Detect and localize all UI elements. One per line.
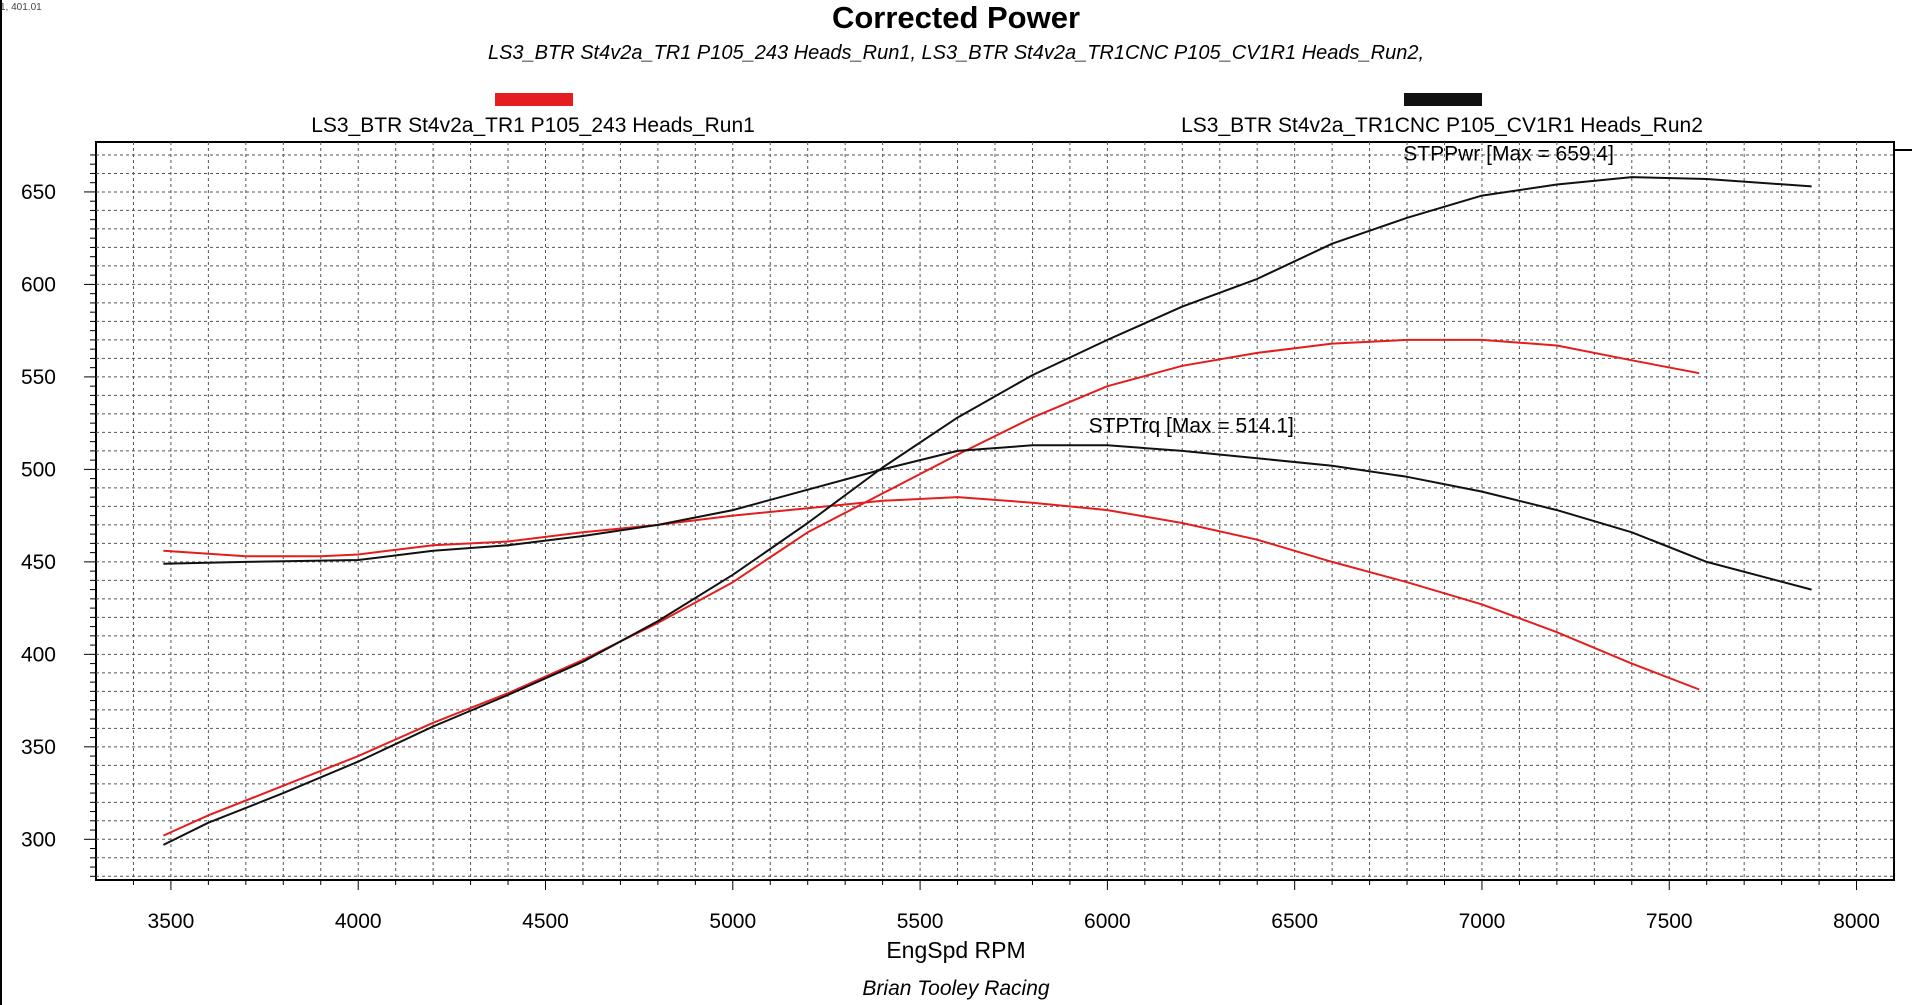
y-axis: 300 350 400 450 500 550 600 650 xyxy=(21,181,56,851)
series-line-3 xyxy=(162,176,1812,846)
series-layer xyxy=(162,176,1812,846)
x-tick-label: 6500 xyxy=(1271,910,1318,933)
x-tick-label: 4000 xyxy=(335,910,382,933)
y-tick-label: 300 xyxy=(21,828,56,851)
x-tick-label: 4500 xyxy=(522,910,569,933)
x-tick-label: 5000 xyxy=(709,910,756,933)
x-tick-label: 8000 xyxy=(1833,910,1880,933)
y-tick-label: 600 xyxy=(21,273,56,296)
minor-ticks xyxy=(84,154,1858,890)
series-line-2 xyxy=(163,496,1700,691)
corner-readout: 1, 401.01 xyxy=(0,2,42,13)
y-tick-label: 400 xyxy=(21,643,56,666)
annotation-power-max: STPPwr [Max = 659.4] xyxy=(1403,142,1614,165)
y-tick-label: 550 xyxy=(21,366,56,389)
legend-label-run2: LS3_BTR St4v2a_TR1CNC P105_CV1R1 Heads_R… xyxy=(1181,114,1703,137)
footer-credit: Brian Tooley Racing xyxy=(862,977,1049,1000)
x-tick-label: 7500 xyxy=(1646,910,1693,933)
x-tick-label: 5500 xyxy=(897,910,944,933)
x-axis: 3500 4000 4500 5000 5500 6000 6500 7000 7500 8000 xyxy=(148,910,1880,933)
legend-swatch-run1 xyxy=(495,93,573,106)
x-axis-label: EngSpd RPM xyxy=(886,937,1025,963)
series-line-1 xyxy=(162,338,1700,837)
x-tick-label: 3500 xyxy=(148,910,195,933)
y-tick-label: 450 xyxy=(21,551,56,574)
x-tick-label: 7000 xyxy=(1459,910,1506,933)
chart-title: Corrected Power xyxy=(832,0,1080,35)
legend-swatch-run2 xyxy=(1404,93,1482,106)
series-line-4 xyxy=(163,444,1812,591)
x-tick-label: 6000 xyxy=(1084,910,1131,933)
y-tick-label: 650 xyxy=(21,181,56,204)
legend-label-run1: LS3_BTR St4v2a_TR1 P105_243 Heads_Run1 xyxy=(311,114,755,137)
y-tick-label: 500 xyxy=(21,458,56,481)
y-tick-label: 350 xyxy=(21,736,56,759)
chart-subtitle: LS3_BTR St4v2a_TR1 P105_243 Heads_Run1, … xyxy=(488,42,1424,64)
annotation-torque-max: STPTrq [Max = 514.1] xyxy=(1089,414,1294,437)
